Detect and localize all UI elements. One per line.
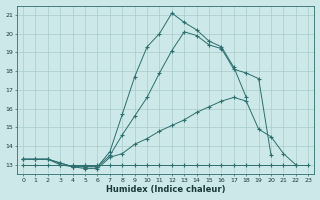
X-axis label: Humidex (Indice chaleur): Humidex (Indice chaleur) [106, 185, 225, 194]
